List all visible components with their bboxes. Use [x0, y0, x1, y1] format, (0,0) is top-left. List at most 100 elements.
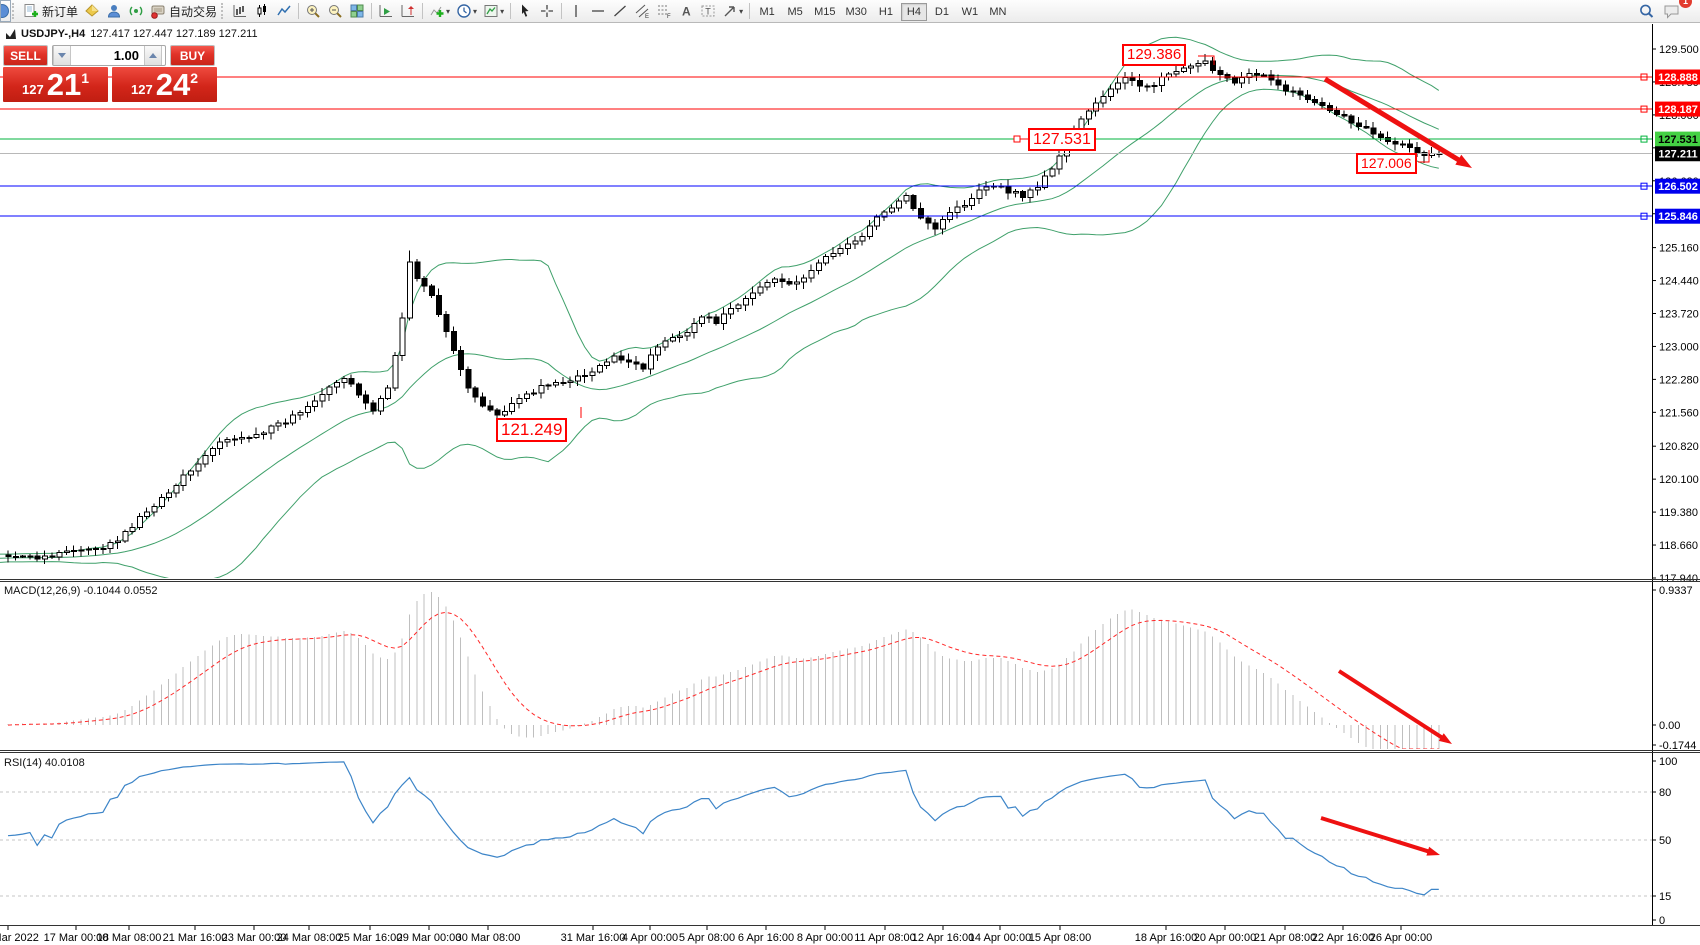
svg-text:18 Apr 16:00: 18 Apr 16:00: [1135, 932, 1197, 944]
main-pane: [0, 36, 1648, 578]
new-order-label: 新订单: [42, 4, 79, 19]
volume-input[interactable]: [71, 46, 144, 65]
text-icon[interactable]: A: [675, 1, 697, 21]
text-label-icon[interactable]: T: [697, 1, 719, 21]
toolbar-separator: [749, 3, 751, 19]
sell-button[interactable]: SELL: [3, 45, 48, 66]
timeframe-button-m30[interactable]: M30: [842, 3, 871, 21]
svg-text:6 Apr 16:00: 6 Apr 16:00: [738, 932, 794, 944]
top-toolbar: 新订单 自动交易 ▾ ▾ ▾: [0, 0, 1700, 23]
bid-point: 1: [81, 70, 89, 86]
volume-stepper: [52, 45, 166, 66]
ask-price[interactable]: 127 24 2: [112, 67, 217, 102]
svg-text:127.531: 127.531: [1658, 134, 1698, 146]
toolbar-separator: [561, 3, 563, 19]
chart-icon: [6, 29, 16, 39]
zoom-out-icon[interactable]: [324, 1, 346, 21]
line-chart-icon[interactable]: [273, 1, 295, 21]
svg-text:25 Mar 16:00: 25 Mar 16:00: [338, 932, 403, 944]
svg-text:E: E: [645, 14, 649, 19]
svg-text:126.502: 126.502: [1658, 181, 1698, 193]
periods-dropdown[interactable]: ▾: [453, 1, 480, 21]
timeframe-button-mn[interactable]: MN: [985, 3, 1011, 21]
svg-text:0.9337: 0.9337: [1659, 585, 1693, 597]
svg-text:123.000: 123.000: [1659, 341, 1699, 353]
svg-text:120.820: 120.820: [1659, 441, 1699, 453]
timeframe-button-d1[interactable]: D1: [929, 3, 955, 21]
clipped-window-icon[interactable]: [0, 0, 11, 22]
toolbar-separator: [298, 3, 300, 19]
templates-dropdown[interactable]: ▾: [480, 1, 507, 21]
bar-chart-icon[interactable]: [229, 1, 251, 21]
navigator-icon[interactable]: [103, 1, 125, 21]
new-order-button[interactable]: 新订单: [20, 1, 81, 21]
svg-text:24 Mar 08:00: 24 Mar 08:00: [277, 932, 342, 944]
autotrading-button[interactable]: 自动交易: [147, 1, 220, 21]
chart-symbol-header: USDJPY-,H4 127.417 127.447 127.189 127.2…: [6, 28, 258, 40]
svg-text:14 Apr 00:00: 14 Apr 00:00: [969, 932, 1031, 944]
volume-increase-button[interactable]: [144, 46, 162, 65]
fibonacci-icon[interactable]: F: [653, 1, 675, 21]
svg-text:21 Apr 08:00: 21 Apr 08:00: [1254, 932, 1316, 944]
timeframe-button-m15[interactable]: M15: [810, 3, 839, 21]
timeframe-toolbar: M1 M5 M15 M30 H1 H4 D1 W1 MN: [753, 2, 1012, 21]
timeframe-button-m1[interactable]: M1: [754, 3, 780, 21]
svg-text:15: 15: [1659, 891, 1671, 903]
svg-text:-0.1744: -0.1744: [1659, 740, 1696, 752]
svg-text:T: T: [705, 7, 711, 17]
svg-text:15 Apr 08:00: 15 Apr 08:00: [1029, 932, 1091, 944]
buy-button[interactable]: BUY: [170, 45, 215, 66]
arrows-dropdown[interactable]: ▾: [719, 1, 746, 21]
svg-text:118.660: 118.660: [1659, 540, 1698, 552]
toolbar-separator: [510, 3, 512, 19]
svg-text:124.440: 124.440: [1659, 276, 1699, 288]
vertical-line-icon[interactable]: [565, 1, 587, 21]
toolbar-grip: [221, 3, 226, 19]
rsi-pane: [7, 761, 1439, 896]
svg-text:122.280: 122.280: [1659, 374, 1699, 386]
timeframe-button-h1[interactable]: H1: [873, 3, 899, 21]
zoom-in-icon[interactable]: [302, 1, 324, 21]
timeframe-button-h4[interactable]: H4: [900, 2, 927, 21]
svg-text:30 Mar 08:00: 30 Mar 08:00: [456, 932, 521, 944]
svg-text:29 Mar 00:00: 29 Mar 00:00: [397, 932, 462, 944]
signal-icon[interactable]: [125, 1, 147, 21]
volume-decrease-button[interactable]: [53, 46, 71, 65]
svg-text:31 Mar 16:00: 31 Mar 16:00: [561, 932, 626, 944]
search-icon[interactable]: [1635, 1, 1658, 21]
candlestick-chart-icon[interactable]: [251, 1, 273, 21]
ask-pips: 24: [155, 67, 191, 102]
svg-text:117.940: 117.940: [1659, 573, 1698, 585]
chat-icon[interactable]: 1: [1658, 0, 1692, 22]
trendline-icon[interactable]: [609, 1, 631, 21]
svg-text:129.500: 129.500: [1659, 44, 1699, 56]
svg-text:12 Apr 16:00: 12 Apr 16:00: [912, 932, 974, 944]
indicators-dropdown[interactable]: ▾: [426, 1, 453, 21]
svg-text:F: F: [667, 14, 671, 19]
equidistant-channel-icon[interactable]: E: [631, 1, 653, 21]
svg-text:0.00: 0.00: [1659, 720, 1680, 732]
toolbar-grip: [12, 3, 17, 19]
svg-text:127.211: 127.211: [1658, 149, 1697, 161]
timeframe-button-w1[interactable]: W1: [957, 3, 983, 21]
horizontal-line-icon[interactable]: [587, 1, 609, 21]
auto-scroll-icon[interactable]: [375, 1, 397, 21]
bid-price[interactable]: 127 21 1: [3, 67, 108, 102]
autotrading-label: 自动交易: [169, 4, 218, 19]
svg-text:16 Mar 2022: 16 Mar 2022: [0, 932, 39, 944]
metaeditor-icon[interactable]: [81, 1, 103, 21]
svg-text:123.720: 123.720: [1659, 308, 1699, 320]
timeframe-button-m5[interactable]: M5: [782, 3, 808, 21]
svg-text:50: 50: [1659, 835, 1671, 847]
svg-text:A: A: [682, 5, 691, 19]
svg-text:8 Apr 00:00: 8 Apr 00:00: [797, 932, 853, 944]
tile-windows-icon[interactable]: [346, 1, 368, 21]
chart-shift-icon[interactable]: [397, 1, 419, 21]
crosshair-icon[interactable]: [536, 1, 558, 21]
svg-text:26 Apr 00:00: 26 Apr 00:00: [1370, 932, 1432, 944]
svg-text:120.100: 120.100: [1659, 474, 1699, 486]
svg-text:17 Mar 00:00: 17 Mar 00:00: [44, 932, 109, 944]
cursor-icon[interactable]: [514, 1, 536, 21]
